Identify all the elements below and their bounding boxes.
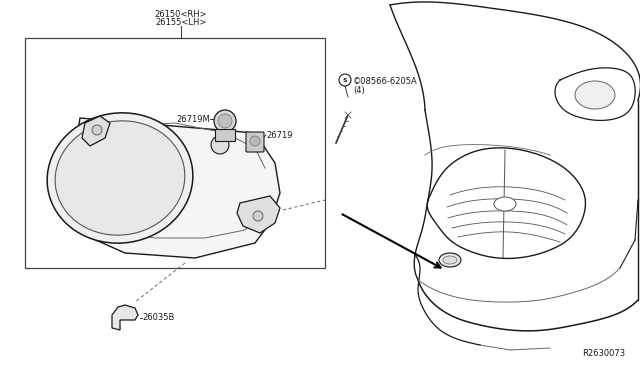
Text: 26155<LH>: 26155<LH> bbox=[156, 18, 207, 27]
Text: R2630073: R2630073 bbox=[582, 349, 625, 358]
Circle shape bbox=[339, 74, 351, 86]
Ellipse shape bbox=[575, 81, 615, 109]
Polygon shape bbox=[82, 116, 110, 146]
Ellipse shape bbox=[494, 197, 516, 211]
Polygon shape bbox=[73, 118, 280, 258]
Circle shape bbox=[92, 125, 102, 135]
Circle shape bbox=[250, 136, 260, 146]
Ellipse shape bbox=[439, 253, 461, 267]
Text: 26719: 26719 bbox=[266, 131, 292, 140]
Text: 26719M: 26719M bbox=[176, 115, 210, 124]
Circle shape bbox=[214, 110, 236, 132]
Bar bbox=[25, 38, 325, 268]
Text: 26035B: 26035B bbox=[142, 314, 174, 323]
FancyBboxPatch shape bbox=[215, 129, 235, 141]
Ellipse shape bbox=[443, 256, 457, 264]
Polygon shape bbox=[112, 305, 138, 330]
Polygon shape bbox=[237, 196, 280, 233]
Circle shape bbox=[211, 136, 229, 154]
FancyBboxPatch shape bbox=[246, 132, 264, 152]
Text: ©08566-6205A: ©08566-6205A bbox=[353, 77, 418, 86]
Ellipse shape bbox=[47, 113, 193, 243]
Circle shape bbox=[253, 211, 263, 221]
Circle shape bbox=[218, 114, 232, 128]
Text: 26150<RH>: 26150<RH> bbox=[155, 10, 207, 19]
Ellipse shape bbox=[55, 121, 185, 235]
Text: S: S bbox=[342, 77, 348, 83]
Text: (4): (4) bbox=[353, 86, 365, 95]
